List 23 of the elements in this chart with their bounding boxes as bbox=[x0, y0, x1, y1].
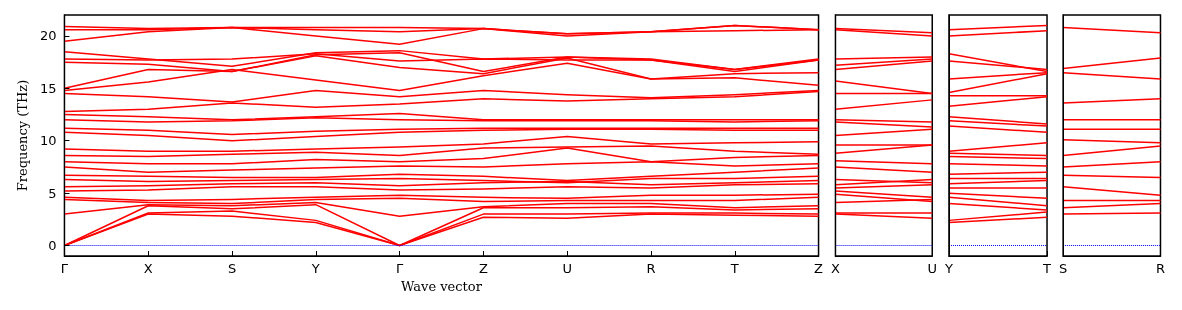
x-tick-label: R bbox=[646, 261, 656, 276]
x-tick-label: Γ bbox=[60, 261, 69, 276]
x-tick-label: U bbox=[927, 261, 937, 276]
x-tick-label: T bbox=[1042, 261, 1052, 276]
y-tick-label: 20 bbox=[39, 28, 57, 44]
x-tick-label: T bbox=[729, 261, 739, 276]
x-tick-label: R bbox=[1155, 261, 1166, 276]
y-tick-label: 5 bbox=[48, 185, 57, 201]
y-tick-label: 10 bbox=[39, 133, 57, 149]
x-tick-label: Γ bbox=[395, 261, 404, 276]
x-axis-title: Wave vector bbox=[401, 278, 483, 294]
y-tick-label: 0 bbox=[48, 238, 57, 254]
x-tick-label: S bbox=[227, 261, 237, 276]
x-tick-label: Y bbox=[943, 261, 953, 276]
y-axis-title: Frequency (THz) bbox=[15, 79, 30, 192]
x-tick-label: X bbox=[831, 261, 840, 276]
y-tick-label: 15 bbox=[39, 80, 57, 96]
x-tick-label: Y bbox=[310, 261, 320, 276]
x-tick-label: U bbox=[562, 261, 572, 276]
x-tick-label: Z bbox=[814, 261, 824, 276]
x-tick-label: S bbox=[1058, 261, 1068, 276]
x-tick-label: Z bbox=[478, 261, 488, 276]
x-tick-label: X bbox=[143, 261, 153, 276]
